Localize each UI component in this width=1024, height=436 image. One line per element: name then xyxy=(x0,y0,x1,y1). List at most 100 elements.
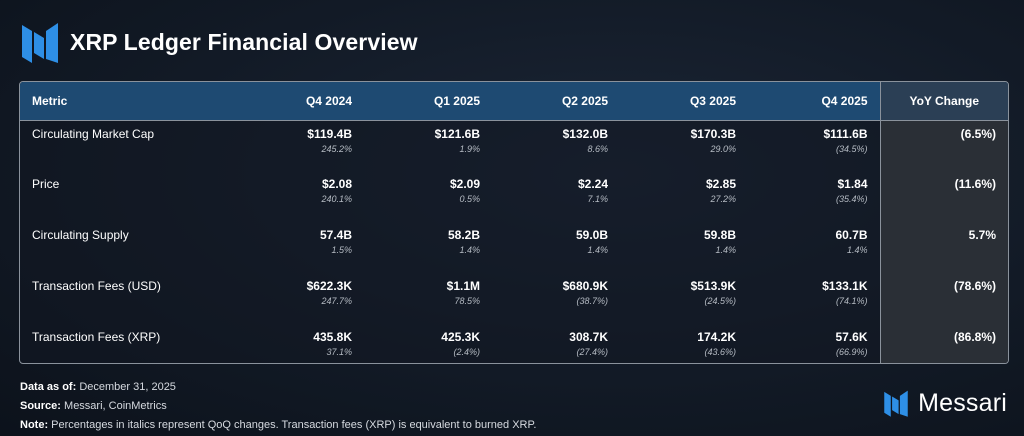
cell-value: $119.4B xyxy=(307,126,352,141)
cell-qoq-change: 27.2% xyxy=(710,194,736,204)
quarter-cell: 60.7B 1.4% xyxy=(748,222,880,273)
cell-qoq-change: 245.2% xyxy=(321,143,352,154)
column-header-q3-2025: Q3 2025 xyxy=(620,82,748,121)
quarter-cell: $111.6B (34.5%) xyxy=(748,120,880,171)
cell-value: $1.1M xyxy=(446,279,480,293)
cell-value: $121.6B xyxy=(434,126,480,141)
quarter-cell: 425.3K (2.4%) xyxy=(364,324,492,363)
cell-value: 59.8B xyxy=(703,228,736,242)
quarter-cell: $2.09 0.5% xyxy=(364,171,492,222)
cell-qoq-change: 1.4% xyxy=(846,245,868,255)
cell-qoq-change: 1.5% xyxy=(331,245,352,255)
table-row: Circulating Supply 57.4B 1.5% 58.2B 1.4% 59.0… xyxy=(20,222,1008,273)
cell-qoq-change: (43.6%) xyxy=(704,347,736,357)
cell-value: $111.6B xyxy=(823,126,868,141)
cell-qoq-change: 29.0% xyxy=(710,143,736,154)
table-row: Transaction Fees (USD) $622.3K 247.7% $1.1M… xyxy=(20,273,1008,324)
cell-value: $2.09 xyxy=(449,177,480,191)
quarter-cell: 57.6K (66.9%) xyxy=(748,324,880,363)
quarter-cell: $2.08 240.1% xyxy=(220,171,364,222)
column-header-q4-2024: Q4 2024 xyxy=(220,82,364,121)
quarter-cell: $133.1K (74.1%) xyxy=(748,273,880,324)
brand-mark: Messari xyxy=(881,388,1007,418)
cell-value: $132.0B xyxy=(562,126,608,141)
column-header-q4-2025: Q4 2025 xyxy=(748,82,880,121)
page-title: XRP Ledger Financial Overview xyxy=(70,28,418,55)
quarter-cell: 308.7K (27.4%) xyxy=(492,324,620,363)
yoy-change-value: (11.6%) xyxy=(879,171,1008,222)
cell-qoq-change: 1.4% xyxy=(587,245,608,255)
cell-qoq-change: (24.5%) xyxy=(704,296,736,306)
yoy-change-value: (6.5%) xyxy=(879,120,1008,171)
cell-qoq-change: 240.1% xyxy=(321,194,352,204)
source-value: Messari, CoinMetrics xyxy=(64,400,167,412)
cell-value: 57.4B xyxy=(319,228,352,242)
source-line: Source: Messari, CoinMetrics xyxy=(20,397,536,416)
cell-qoq-change: 1.9% xyxy=(459,143,480,154)
quarter-cell: $170.3B 29.0% xyxy=(620,120,748,171)
cell-value: $680.9K xyxy=(562,279,608,293)
table-header-row: Metric Q4 2024 Q1 2025 Q2 2025 Q3 2025 Q… xyxy=(20,82,1008,121)
cell-qoq-change: 247.7% xyxy=(321,296,352,306)
column-header-q1-2025: Q1 2025 xyxy=(364,82,492,121)
yoy-change-value: (86.8%) xyxy=(879,324,1008,363)
quarter-cell: $132.0B 8.6% xyxy=(492,120,620,171)
cell-value: 435.8K xyxy=(313,330,352,344)
cell-value: 425.3K xyxy=(441,330,480,344)
quarter-cell: $513.9K (24.5%) xyxy=(620,273,748,324)
quarter-cell: 59.8B 1.4% xyxy=(620,222,748,273)
cell-qoq-change: (66.9%) xyxy=(835,347,868,357)
quarter-cell: 174.2K (43.6%) xyxy=(620,324,748,363)
cell-qoq-change: (38.7%) xyxy=(576,296,608,306)
note-value: Percentages in italics represent QoQ cha… xyxy=(51,419,537,431)
messari-logo-icon xyxy=(884,390,908,417)
metric-name: Circulating Market Cap xyxy=(32,126,155,141)
quarter-cell: $1.1M 78.5% xyxy=(364,273,492,324)
cell-qoq-change: 37.1% xyxy=(326,347,352,357)
cell-qoq-change: 7.1% xyxy=(587,194,608,204)
page-header: XRP Ledger Financial Overview xyxy=(20,18,418,66)
quarter-cell: $119.4B 245.2% xyxy=(220,120,364,171)
footer-notes: Data as of: December 31, 2025 Source: Me… xyxy=(20,378,536,435)
yoy-change-value: (78.6%) xyxy=(879,273,1008,324)
cell-qoq-change: 0.5% xyxy=(459,194,480,204)
cell-qoq-change: 78.5% xyxy=(454,296,480,306)
quarter-cell: $2.85 27.2% xyxy=(620,171,748,222)
quarter-cell: 57.4B 1.5% xyxy=(220,222,364,273)
quarter-cell: 58.2B 1.4% xyxy=(364,222,492,273)
quarter-cell: $1.84 (35.4%) xyxy=(748,171,880,222)
cell-value: $2.85 xyxy=(705,177,736,191)
cell-value: 58.2B xyxy=(447,228,480,242)
cell-qoq-change: (35.4%) xyxy=(835,194,868,204)
quarter-cell: $680.9K (38.7%) xyxy=(492,273,620,324)
cell-qoq-change: 8.6% xyxy=(587,143,608,154)
note-line: Note: Percentages in italics represent Q… xyxy=(20,416,536,435)
cell-qoq-change: 1.4% xyxy=(715,245,736,255)
data-as-of-value: December 31, 2025 xyxy=(79,381,176,393)
cell-value: $2.24 xyxy=(577,177,608,191)
table-row: Price $2.08 240.1% $2.09 0.5% $2.24 7.1% $2.85 2… xyxy=(20,171,1008,222)
cell-qoq-change: (27.4%) xyxy=(576,347,608,357)
quarter-cell: 435.8K 37.1% xyxy=(220,324,364,363)
metric-name: Transaction Fees (USD) xyxy=(32,279,161,293)
cell-value: 57.6K xyxy=(835,330,868,344)
quarter-cell: $2.24 7.1% xyxy=(492,171,620,222)
cell-value: 60.7B xyxy=(835,228,868,242)
brand-name: Messari xyxy=(918,388,1007,417)
column-header-q2-2025: Q2 2025 xyxy=(492,82,620,121)
messari-logo-icon xyxy=(22,23,58,63)
cell-value: 174.2K xyxy=(697,330,736,344)
cell-qoq-change: (2.4%) xyxy=(453,347,480,357)
note-label: Note: xyxy=(20,419,49,431)
quarter-cell: $622.3K 247.7% xyxy=(220,273,364,324)
quarter-cell: $121.6B 1.9% xyxy=(364,120,492,171)
cell-value: $622.3K xyxy=(306,279,352,293)
cell-qoq-change: (34.5%) xyxy=(835,143,868,154)
metric-name: Price xyxy=(32,177,60,191)
cell-value: 308.7K xyxy=(569,330,608,344)
yoy-change-value: 5.7% xyxy=(879,222,1008,273)
cell-value: $133.1K xyxy=(822,279,868,293)
cell-qoq-change: (74.1%) xyxy=(835,296,868,306)
column-header-metric: Metric xyxy=(20,82,220,121)
data-as-of-line: Data as of: December 31, 2025 xyxy=(20,378,536,397)
